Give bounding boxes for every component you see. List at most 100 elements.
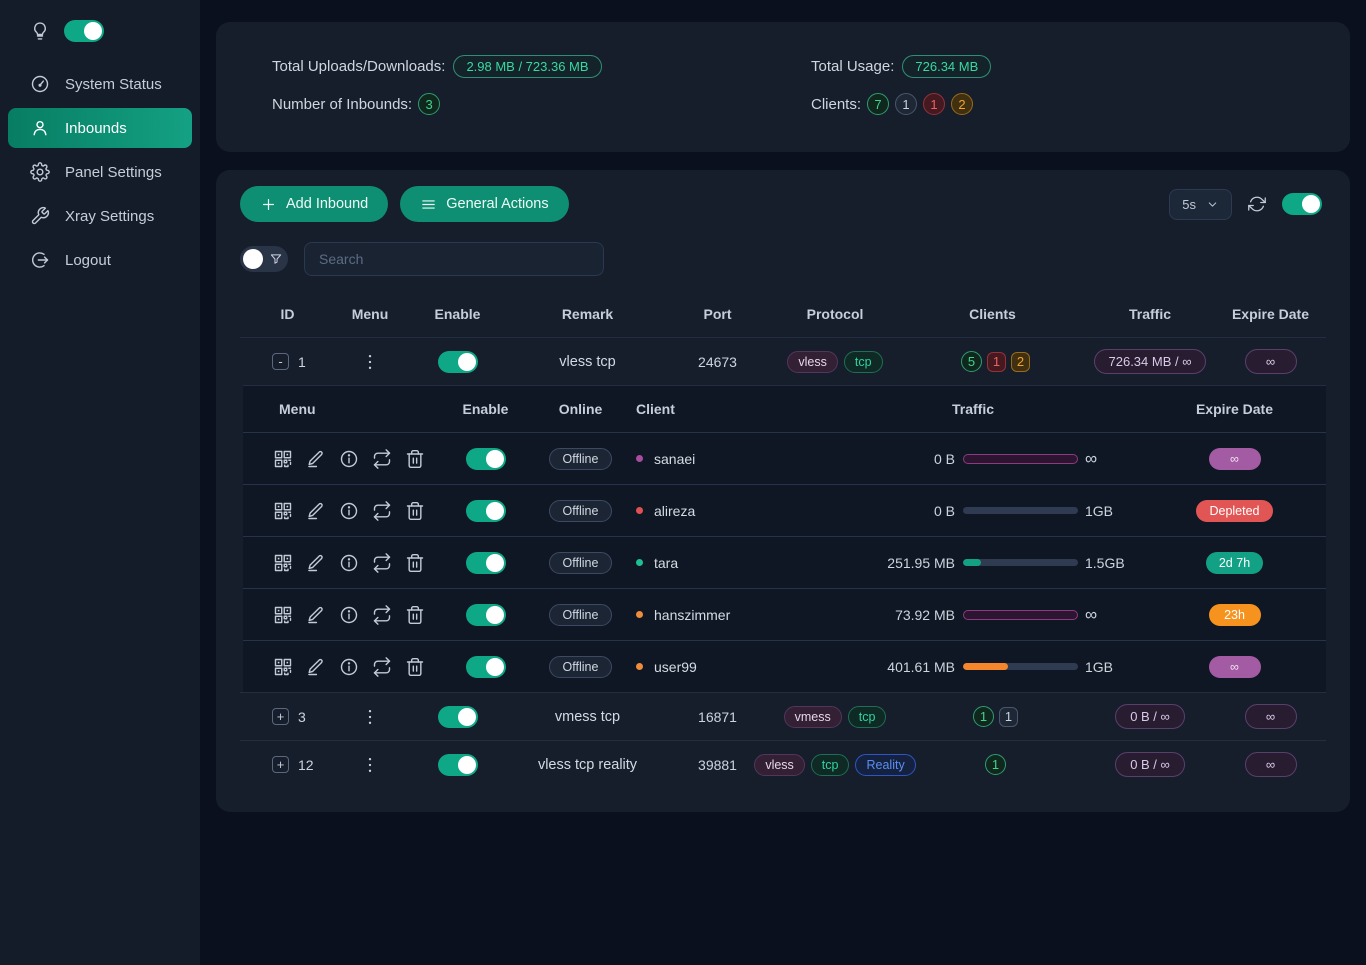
client-enable-toggle[interactable] [465,551,506,574]
client-enable-toggle[interactable] [465,499,506,522]
edit-icon[interactable] [306,605,326,625]
col-menu: Menu [351,305,389,322]
client-row: Offline alireza 0 B 1GB Depleted [243,484,1326,536]
general-actions-button[interactable]: General Actions [400,186,569,222]
inbound-port: 16871 [698,708,737,725]
expire-badge: ∞ [1244,704,1297,729]
qrcode-icon[interactable] [273,657,293,677]
refresh-interval-select[interactable]: 5s [1169,188,1232,220]
qrcode-icon[interactable] [273,449,293,469]
reset-traffic-icon[interactable] [372,657,392,677]
qrcode-icon[interactable] [273,553,293,573]
sidebar-item-xray-settings[interactable]: Xray Settings [8,196,192,236]
delete-icon[interactable] [405,449,425,469]
filter-toggle[interactable] [240,246,288,272]
theme-bulb-icon [30,21,50,41]
qrcode-icon[interactable] [273,605,293,625]
client-row: Offline sanaei 0 B ∞ ∞ [243,432,1326,484]
expire-badge: 2d 7h [1205,551,1264,574]
main-content: Total Uploads/Downloads: 2.98 MB / 723.3… [200,0,1366,812]
inbound-enable-toggle[interactable] [437,705,478,728]
expand-row-button[interactable]: + [272,708,289,725]
col-menu: Menu [279,401,316,417]
traffic-used: 0 B [933,450,955,467]
chevron-down-icon [1206,198,1219,211]
client-dot [636,507,643,514]
client-enable-toggle[interactable] [465,603,506,626]
col-clients: Clients [969,305,1016,322]
sidebar-item-system-status[interactable]: System Status [8,64,192,104]
collapse-row-button[interactable]: - [272,353,289,370]
info-icon[interactable] [339,449,359,469]
sidebar-item-inbounds[interactable]: Inbounds [8,108,192,148]
traffic-total: 1GB [1085,658,1114,675]
user-icon [30,118,50,138]
logout-icon [30,250,50,270]
client-dot [636,611,643,618]
sidebar-item-panel-settings[interactable]: Panel Settings [8,152,192,192]
client-dot [636,455,643,462]
row-menu-icon[interactable] [360,755,380,775]
reset-traffic-icon[interactable] [372,449,392,469]
filter-icon [269,252,283,266]
inbound-port: 39881 [698,756,737,773]
menu-lines-icon [420,196,437,213]
reset-traffic-icon[interactable] [372,605,392,625]
reset-traffic-icon[interactable] [372,501,392,521]
online-status-badge: Offline [548,655,613,678]
protocol-badge: Reality [855,753,916,776]
inbounds-table: ID Menu Enable Remark Port Protocol Clie… [240,290,1326,788]
row-menu-icon[interactable] [360,352,380,372]
sidebar-item-label: Xray Settings [65,207,155,225]
clients-count-badge: 1 [987,351,1006,372]
info-icon[interactable] [339,501,359,521]
search-input[interactable] [304,242,604,276]
col-remark: Remark [561,305,614,322]
clients-count-badge: 7 [867,93,890,115]
info-icon[interactable] [339,553,359,573]
edit-icon[interactable] [306,501,326,521]
traffic-badge: 0 B / ∞ [1115,704,1185,729]
client-name: alireza [654,502,696,519]
total-usage-label: Total Usage: [811,58,895,75]
expire-badge: ∞ [1244,349,1297,374]
sidebar-item-logout[interactable]: Logout [8,240,192,280]
client-enable-toggle[interactable] [465,655,506,678]
expand-row-button[interactable]: + [272,756,289,773]
sidebar-item-label: Logout [65,251,111,269]
delete-icon[interactable] [405,605,425,625]
traffic-total: ∞ [1085,448,1098,468]
traffic-total: ∞ [1085,604,1098,624]
online-status-badge: Offline [548,603,613,626]
delete-icon[interactable] [405,657,425,677]
reset-traffic-icon[interactable] [372,553,392,573]
qrcode-icon[interactable] [273,501,293,521]
row-menu-icon[interactable] [360,707,380,727]
inbound-enable-toggle[interactable] [437,753,478,776]
inbound-remark: vless tcp [559,353,616,370]
clients-count-badge: 1 [999,706,1018,727]
traffic-bar [963,559,1078,566]
protocol-badge: tcp [847,705,887,728]
refresh-icon[interactable] [1248,195,1266,213]
edit-icon[interactable] [306,657,326,677]
edit-icon[interactable] [306,553,326,573]
clients-count-badge: 5 [961,351,982,372]
inbounds-card: Add Inbound General Actions 5s [216,170,1350,812]
total-usage-badge: 726.34 MB [902,55,992,78]
theme-toggle[interactable] [64,20,104,42]
traffic-bar [963,507,1078,514]
delete-icon[interactable] [405,501,425,521]
col-protocol: Protocol [806,305,864,322]
auto-refresh-toggle[interactable] [1282,193,1322,215]
delete-icon[interactable] [405,553,425,573]
client-name: user99 [654,658,697,675]
edit-icon[interactable] [306,449,326,469]
inbound-enable-toggle[interactable] [437,350,478,373]
info-icon[interactable] [339,605,359,625]
col-id: ID [280,305,295,322]
info-icon[interactable] [339,657,359,677]
add-inbound-button[interactable]: Add Inbound [240,186,389,222]
client-enable-toggle[interactable] [465,447,506,470]
traffic-badge: 726.34 MB / ∞ [1093,349,1207,374]
